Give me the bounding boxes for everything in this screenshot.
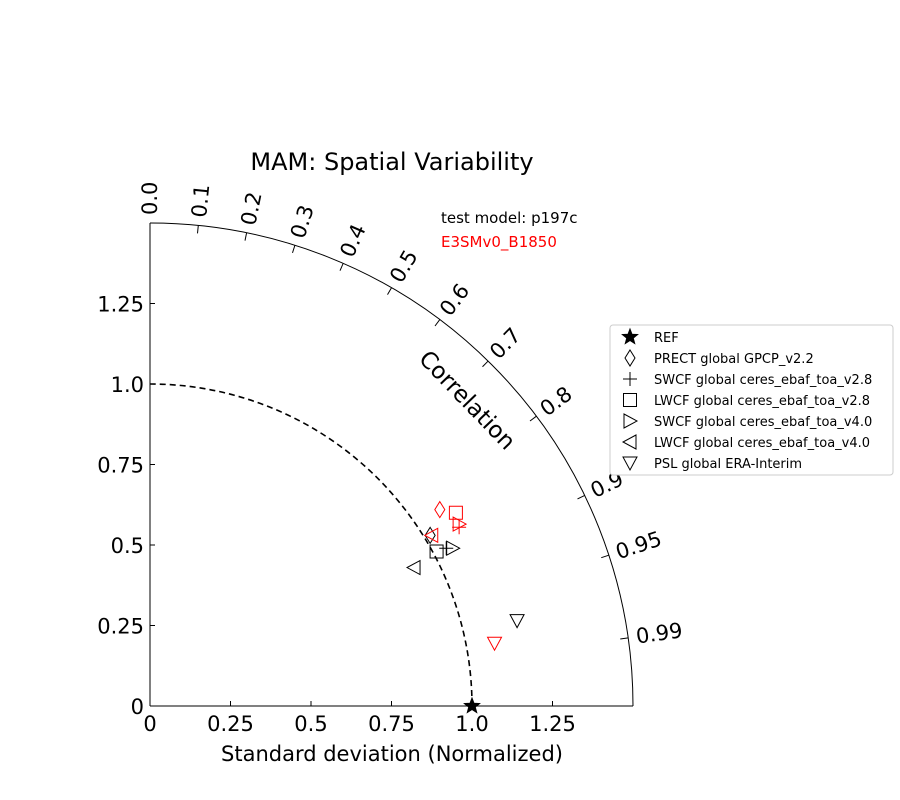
reference-point-star <box>463 696 481 714</box>
correlation-tick <box>601 554 610 559</box>
x-tick-label: 1.25 <box>529 712 576 736</box>
correlation-axis: 0.0 0.1 0.2 0.3 0.40.50.60.70.80.90.950.99Co… <box>138 182 684 649</box>
legend-marker-star <box>621 327 639 345</box>
legend-entry-label: LWCF global ceres_ebaf_toa_v4.0 <box>654 436 870 451</box>
data-point-square <box>429 544 444 559</box>
y-tick-label: 0.5 <box>111 534 144 558</box>
legend-entry-label: PSL global ERA-Interim <box>654 457 802 472</box>
x-tick-label: 0.75 <box>368 712 415 736</box>
legend-entry-label: PRECT global GPCP_v2.2 <box>654 352 814 367</box>
correlation-tick-label: 0.1 <box>187 183 214 219</box>
x-tick-label: 1.0 <box>455 712 488 736</box>
correlation-tick-label: 0.7 <box>485 323 526 364</box>
data-point-triangle-down <box>486 636 503 652</box>
legend-entry-label: LWCF global ceres_ebaf_toa_v2.8 <box>654 394 870 409</box>
y-tick-label: 0.75 <box>97 454 144 478</box>
ref-model-label: E3SMv0_B1850 <box>441 233 557 252</box>
x-tick-label: 0 <box>143 712 156 736</box>
correlation-tick-label: 0.4 <box>335 221 370 261</box>
correlation-tick-label: 0.3 <box>286 202 319 241</box>
legend-entry-label: REF <box>654 331 679 346</box>
data-point-diamond <box>434 500 446 519</box>
correlation-tick <box>244 232 248 241</box>
correlation-tick <box>529 415 537 422</box>
correlation-tick <box>339 263 344 271</box>
correlation-axis-label: Correlation <box>413 346 520 455</box>
legend-marker-square <box>623 393 637 407</box>
reference-std-arc <box>149 383 473 707</box>
x-axis-label: Standard deviation (Normalized) <box>221 742 563 766</box>
correlation-tick <box>387 287 392 295</box>
data-point-triangle-down <box>509 614 525 629</box>
data-points <box>405 500 525 714</box>
data-point-triangle-right <box>446 540 461 557</box>
data-point-diamond <box>424 526 436 545</box>
legend-marker-triangle-left <box>621 434 637 450</box>
legend-marker-triangle-right <box>623 413 639 429</box>
y-tick-label: 1.0 <box>111 373 144 397</box>
data-point-square <box>448 505 463 520</box>
data-point-triangle-right <box>452 516 468 532</box>
correlation-tick <box>577 495 585 500</box>
legend-entry-label: SWCF global ceres_ebaf_toa_v4.0 <box>654 415 872 430</box>
legend-marker-diamond <box>624 349 636 367</box>
data-point-triangle-left <box>405 559 421 576</box>
data-point-triangle-left <box>423 527 439 544</box>
legend: REF PRECT global GPCP_v2.2 SWCF global cer… <box>609 324 894 476</box>
correlation-tick <box>620 637 629 640</box>
correlation-tick-label: 0.2 <box>236 190 266 228</box>
test-model-label: test model: p197c <box>441 209 578 227</box>
correlation-tick-label: 0.0 <box>138 182 162 215</box>
legend-marker-triangle-down <box>622 456 638 472</box>
chart-title: MAM: Spatial Variability <box>250 148 533 176</box>
legend-entry-label: SWCF global ceres_ebaf_toa_v2.8 <box>654 373 872 388</box>
correlation-tick <box>434 319 441 327</box>
correlation-tick <box>482 360 489 368</box>
y-tick-label: 0 <box>131 695 144 719</box>
correlation-tick <box>197 225 199 234</box>
correlation-tick-label: 0.6 <box>435 279 474 320</box>
axes: 00 0.25 0.25 0.5 0.5 0.75 0.75 1.0 1.0 1.25 1.25 <box>97 222 634 736</box>
correlation-tick <box>292 245 296 254</box>
correlation-tick-label: 0.99 <box>634 618 684 648</box>
y-tick-label: 1.25 <box>97 293 144 317</box>
legend-frame <box>609 324 894 476</box>
correlation-tick-label: 0.95 <box>613 527 665 564</box>
outer-arc <box>149 222 634 707</box>
correlation-tick-label: 0.8 <box>536 382 577 421</box>
legend-marker-plus <box>623 372 637 386</box>
correlation-tick-label: 0.5 <box>385 246 422 287</box>
x-tick-label: 0.5 <box>294 712 327 736</box>
x-tick-label: 0.25 <box>207 712 254 736</box>
y-tick-label: 0.25 <box>97 615 144 639</box>
